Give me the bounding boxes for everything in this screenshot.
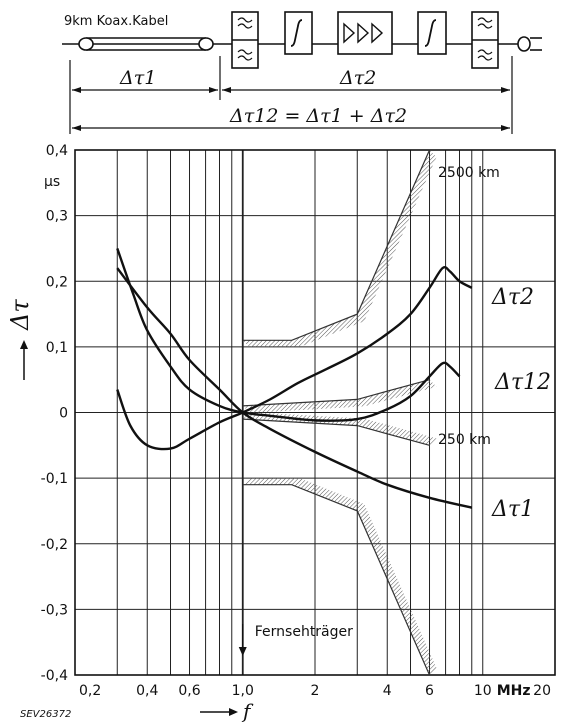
y-tick-label: 0,3 <box>46 209 68 225</box>
limit-band-hatch <box>242 412 437 446</box>
delta-tau-2-label: Δτ2 <box>339 67 376 89</box>
x-unit-label: MHz <box>497 683 531 699</box>
x-tick-label: 0,6 <box>178 683 200 699</box>
x-tick-label: 20 <box>533 683 551 699</box>
y-tick-label: 0,2 <box>46 274 68 290</box>
dimension-lines <box>69 56 513 134</box>
limit-band-line <box>242 484 431 676</box>
y-tick-label: 0,4 <box>46 143 68 159</box>
y-tick-label: -0,4 <box>41 668 68 684</box>
filter-block-icon <box>231 11 259 69</box>
integrator-block-icon <box>417 11 447 55</box>
block-diagram <box>62 11 542 134</box>
y-tick-label: 0 <box>59 406 68 422</box>
series-line <box>116 267 473 509</box>
output-connector-icon <box>517 36 542 52</box>
x-tick-label: 6 <box>425 683 434 699</box>
limit-band-hatch <box>242 379 437 413</box>
plot-frame <box>74 149 556 676</box>
series-label: Δτ2 <box>491 285 534 310</box>
limit-band-line <box>242 149 431 341</box>
x-tick-label: 10 <box>474 683 492 699</box>
y-tick-label: -0,2 <box>41 537 68 553</box>
x-tick-label: 2 <box>311 683 320 699</box>
series-label: Δτ12 <box>494 370 551 395</box>
series-label: Δτ1 <box>491 497 534 522</box>
cable-label: 9km Koax.Kabel <box>64 14 168 29</box>
delta-tau-12-label: Δτ12 = Δτ1 + Δτ2 <box>229 105 407 127</box>
annotation-fernsehtraeger: Fernsehträger <box>255 624 353 640</box>
filter-block-icon <box>471 11 499 69</box>
delta-tau-1-label: Δτ1 <box>119 67 156 89</box>
band-label: 2500 km <box>438 165 500 181</box>
y-axis-arrowhead <box>20 340 28 349</box>
x-tick-label: 1,0 <box>232 683 254 699</box>
limit-band-line <box>242 379 430 407</box>
x-axis-label: f <box>241 699 254 722</box>
chart: -0,4 -0,3 -0,2 -0,1 0 0,1 0,2 0,3 0,4 μs Δτ 0,2 0,4 0… <box>6 143 556 722</box>
series-line <box>116 266 473 451</box>
limit-band-line <box>242 418 430 446</box>
band-label: 250 km <box>438 432 491 448</box>
x-tick-label: 0,4 <box>136 683 158 699</box>
x-axis-arrowhead <box>229 708 238 716</box>
amplifier-block-icon <box>337 11 393 55</box>
y-tick-label: 0,1 <box>46 340 68 356</box>
integrator-block-icon <box>284 11 313 55</box>
coax-cable-icon <box>78 37 214 51</box>
y-unit-label: μs <box>44 174 60 190</box>
figure-code-label: SEV26372 <box>20 709 71 720</box>
y-tick-label: -0,1 <box>41 471 68 487</box>
limit-band-hatch <box>242 477 437 675</box>
annotation-arrowhead <box>238 647 247 656</box>
y-tick-label: -0,3 <box>41 602 68 618</box>
series-line <box>116 248 461 422</box>
y-axis-label: Δτ <box>6 299 34 331</box>
x-tick-label: 4 <box>383 683 392 699</box>
x-tick-label: 0,2 <box>79 683 101 699</box>
